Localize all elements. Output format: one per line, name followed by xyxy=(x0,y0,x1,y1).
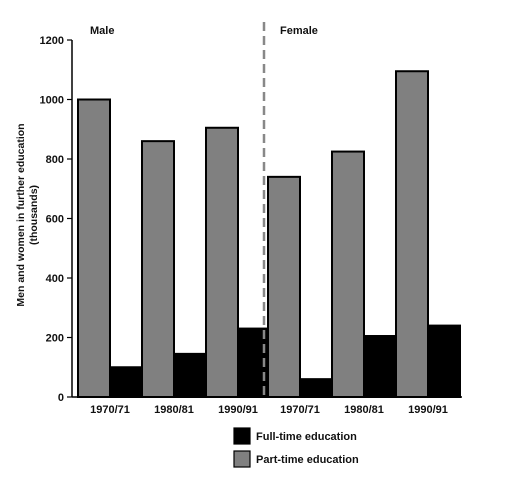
legend-label: Full-time education xyxy=(256,431,357,443)
bar-female-1970-71-full-time xyxy=(299,378,333,398)
y-axis-title-line-1: Men and women in further education xyxy=(15,123,27,306)
y-tick-label: 400 xyxy=(46,273,64,285)
y-axis-title-line-2: (thousands) xyxy=(28,185,40,245)
x-axis-labels: 1970/71 1980/81 1990/91 1970/71 1980/81 1990/… xyxy=(90,404,448,416)
legend-swatch xyxy=(233,450,251,468)
y-axis-title: Men and women in further education (thou… xyxy=(15,123,40,306)
y-tick-label: 200 xyxy=(46,333,64,345)
y-tick-label: 1000 xyxy=(40,95,64,107)
bar-female-1980-81-part-time xyxy=(331,150,365,398)
bars xyxy=(77,70,461,399)
bar-male-1970-71-full-time xyxy=(109,366,143,398)
bar-female-1990-91-part-time xyxy=(395,70,429,399)
y-tick-label: 0 xyxy=(58,392,64,404)
bar-female-1970-71-part-time xyxy=(267,175,301,398)
legend: Full-time education Part-time education xyxy=(233,427,359,468)
x-tick-label: 1970/71 xyxy=(90,404,130,416)
y-tick-label: 800 xyxy=(46,154,64,166)
x-tick-label: 1980/81 xyxy=(344,404,384,416)
y-axis-ticks: 0 200 400 600 800 1000 1200 xyxy=(40,35,72,404)
bar-male-1970-71-part-time xyxy=(77,98,111,398)
y-tick-label: 600 xyxy=(46,214,64,226)
bar-male-1990-91-part-time xyxy=(205,126,239,398)
group-labels: Male Female xyxy=(90,25,318,37)
bar-female-1990-91-full-time xyxy=(427,324,461,399)
bar-female-1980-81-full-time xyxy=(363,335,397,399)
x-tick-label: 1990/91 xyxy=(408,404,448,416)
x-tick-label: 1970/71 xyxy=(280,404,320,416)
legend-label: Part-time education xyxy=(256,454,359,466)
group-label-female: Female xyxy=(280,25,318,37)
group-label-male: Male xyxy=(90,25,114,37)
bar-male-1980-81-part-time xyxy=(141,140,175,398)
x-tick-label: 1990/91 xyxy=(218,404,258,416)
y-tick-label: 1200 xyxy=(40,35,64,47)
legend-swatch xyxy=(233,427,251,445)
x-tick-label: 1980/81 xyxy=(154,404,194,416)
bar-male-1980-81-full-time xyxy=(173,352,207,398)
